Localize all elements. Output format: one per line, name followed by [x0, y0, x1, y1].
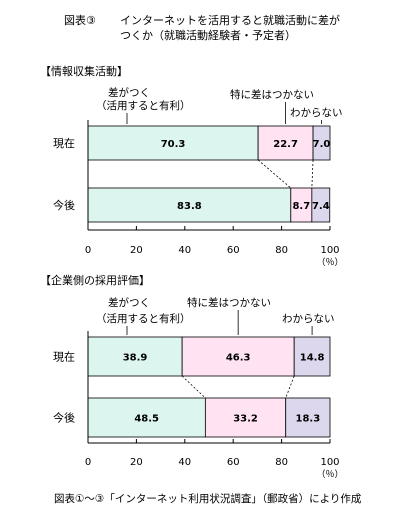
data-label: 48.5 [134, 414, 159, 425]
x-tick-label: 40 [178, 457, 191, 468]
data-label: 46.3 [226, 353, 251, 364]
x-tick-label: 80 [275, 457, 288, 468]
data-label: 18.3 [296, 414, 321, 425]
bar-segment [257, 125, 314, 161]
x-tick-label: 100 [320, 457, 339, 468]
data-label: 7.0 [313, 139, 331, 150]
data-label: 70.3 [161, 139, 186, 150]
x-tick-label: 0 [85, 245, 91, 256]
legend-label: わからない [282, 313, 335, 325]
x-tick-label: 100 [320, 245, 339, 256]
bar-segment [312, 125, 331, 161]
legend-label-line2: （活用すると有利） [96, 312, 191, 325]
data-label: 7.4 [312, 201, 330, 212]
legend-label: 特に差はつかない [187, 296, 271, 309]
figure-label: 図表③ [64, 14, 96, 27]
bar-segment [87, 397, 206, 438]
legend-label: わからない [290, 107, 343, 119]
chart-title-line2: つくか（就職活動経験者・予定者） [120, 29, 296, 42]
bar-segment [293, 336, 331, 377]
legend-label: 特に差はつかない [230, 88, 314, 101]
x-axis-unit: （％） [316, 257, 343, 268]
data-label: 14.8 [300, 353, 325, 364]
x-tick-label: 60 [227, 457, 240, 468]
connector-line [181, 375, 206, 399]
bar-segment [285, 397, 331, 438]
legend-label-line1: 差がつく [108, 86, 150, 99]
bar-segment [311, 187, 331, 223]
category-label: 今後 [53, 198, 75, 212]
legend-label-line2: （活用すると有利） [96, 99, 191, 112]
section-title: 【情報収集活動】 [40, 64, 128, 78]
connector-line [311, 159, 314, 189]
data-label: 38.9 [123, 353, 148, 364]
source-footer: 図表①～③「インターネット利用状況調査」（郵政省）により作成 [54, 493, 362, 505]
bar-segment [204, 397, 287, 438]
x-tick-label: 20 [130, 457, 143, 468]
x-axis-unit: （％） [316, 469, 343, 480]
category-label: 今後 [53, 411, 75, 425]
x-tick-label: 40 [178, 245, 191, 256]
connector-line [285, 375, 295, 399]
chart-title-line1: インターネットを活用すると就職活動に差が [120, 14, 340, 27]
x-tick-label: 60 [227, 245, 240, 256]
data-label: 8.7 [292, 201, 310, 212]
bar-segment [87, 336, 183, 377]
data-label: 83.8 [177, 201, 202, 212]
legend-label-line1: 差がつく [108, 296, 150, 309]
section-title: 【企業側の採用評価】 [40, 273, 150, 287]
category-label: 現在 [53, 137, 75, 150]
data-label: 22.7 [273, 139, 298, 150]
data-label: 33.2 [233, 414, 258, 425]
category-label: 現在 [53, 351, 75, 364]
x-tick-label: 0 [85, 457, 91, 468]
connector-line [257, 159, 292, 189]
bar-segment [181, 336, 295, 377]
x-tick-label: 80 [275, 245, 288, 256]
x-tick-label: 20 [130, 245, 143, 256]
